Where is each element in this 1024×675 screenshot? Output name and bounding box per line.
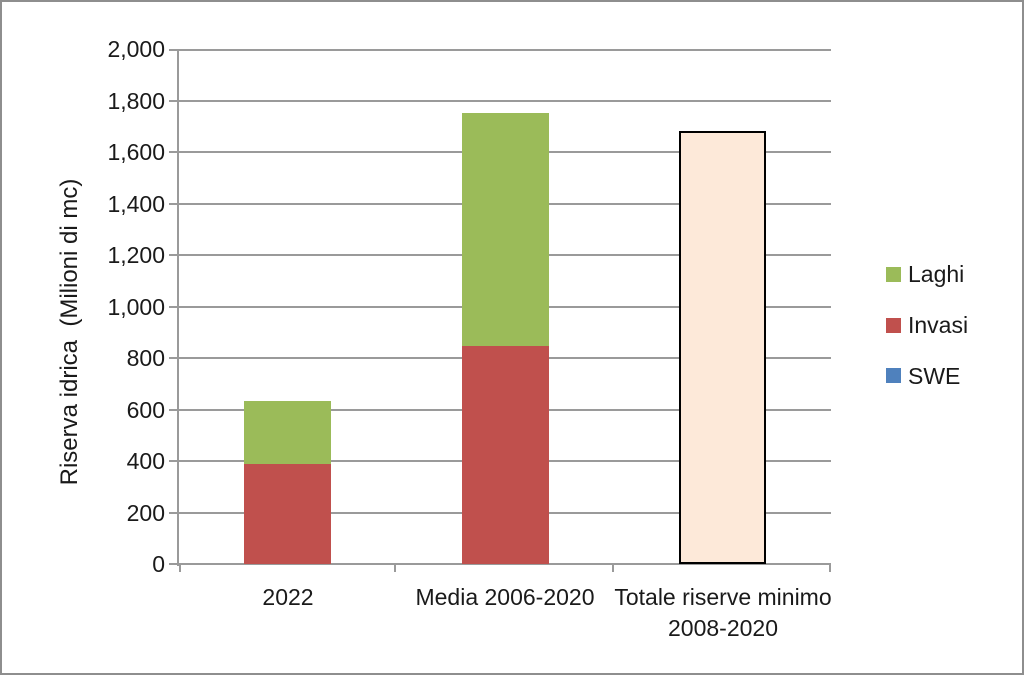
legend-swatch-laghi — [886, 266, 901, 282]
legend-item-laghi: Laghi — [886, 260, 968, 289]
y-tick-label: 600 — [126, 396, 165, 423]
y-tick-label: 1,200 — [107, 242, 165, 268]
y-tick-mark — [169, 460, 177, 462]
legend-swatch-swe — [886, 368, 901, 384]
y-tick-mark — [169, 151, 177, 153]
legend-label: Invasi — [908, 311, 969, 338]
x-tick-mark — [612, 564, 614, 572]
y-tick-label: 2,000 — [107, 36, 165, 62]
x-axis-line — [179, 563, 831, 565]
bar-segment-invasi — [244, 464, 331, 564]
gridline — [179, 99, 831, 102]
y-tick-mark — [169, 511, 177, 514]
x-tick-mark — [394, 564, 396, 572]
y-tick-mark — [169, 202, 177, 205]
y-tick-label: 0 — [152, 551, 165, 577]
bar-segment-totale-riserve-minimo-2008-2020 — [679, 131, 766, 564]
legend: Laghi Invasi SWE — [886, 260, 968, 390]
bar-segment-laghi — [462, 113, 549, 346]
y-tick-mark — [169, 408, 177, 411]
bar-segment-invasi — [462, 346, 549, 564]
y-tick-mark — [169, 254, 177, 256]
bar-segment-laghi — [244, 401, 331, 464]
x-tick-mark — [179, 564, 181, 572]
x-category-label: Totale riserve minimo 2008-2020 — [614, 584, 832, 642]
y-tick-label: 1,800 — [107, 87, 165, 114]
x-category-label: 2022 — [262, 584, 314, 610]
y-tick-label: 1,000 — [107, 293, 165, 320]
y-tick-mark — [169, 305, 177, 308]
plot-area — [169, 49, 831, 572]
legend-label: Laghi — [908, 261, 965, 287]
x-tick-mark — [829, 564, 831, 572]
x-category-label: Media 2006-2020 — [415, 584, 595, 610]
y-tick-mark — [169, 49, 177, 51]
y-tick-mark — [169, 357, 177, 359]
legend-swatch-invasi — [886, 317, 901, 333]
y-tick-label: 800 — [126, 345, 165, 371]
legend-item-invasi: Invasi — [886, 311, 968, 340]
y-tick-label: 200 — [126, 499, 165, 526]
legend-label: SWE — [908, 362, 961, 389]
gridline — [179, 49, 831, 51]
legend-item-swe: SWE — [886, 362, 968, 391]
y-tick-mark — [169, 563, 177, 565]
y-tick-label: 1,600 — [107, 139, 165, 165]
y-axis-title: Riserva idrica (Milioni di mc) — [56, 178, 83, 486]
y-tick-mark — [169, 99, 177, 102]
y-tick-label: 1,400 — [107, 190, 165, 217]
y-axis-line — [177, 49, 179, 566]
y-tick-label: 400 — [126, 448, 165, 474]
